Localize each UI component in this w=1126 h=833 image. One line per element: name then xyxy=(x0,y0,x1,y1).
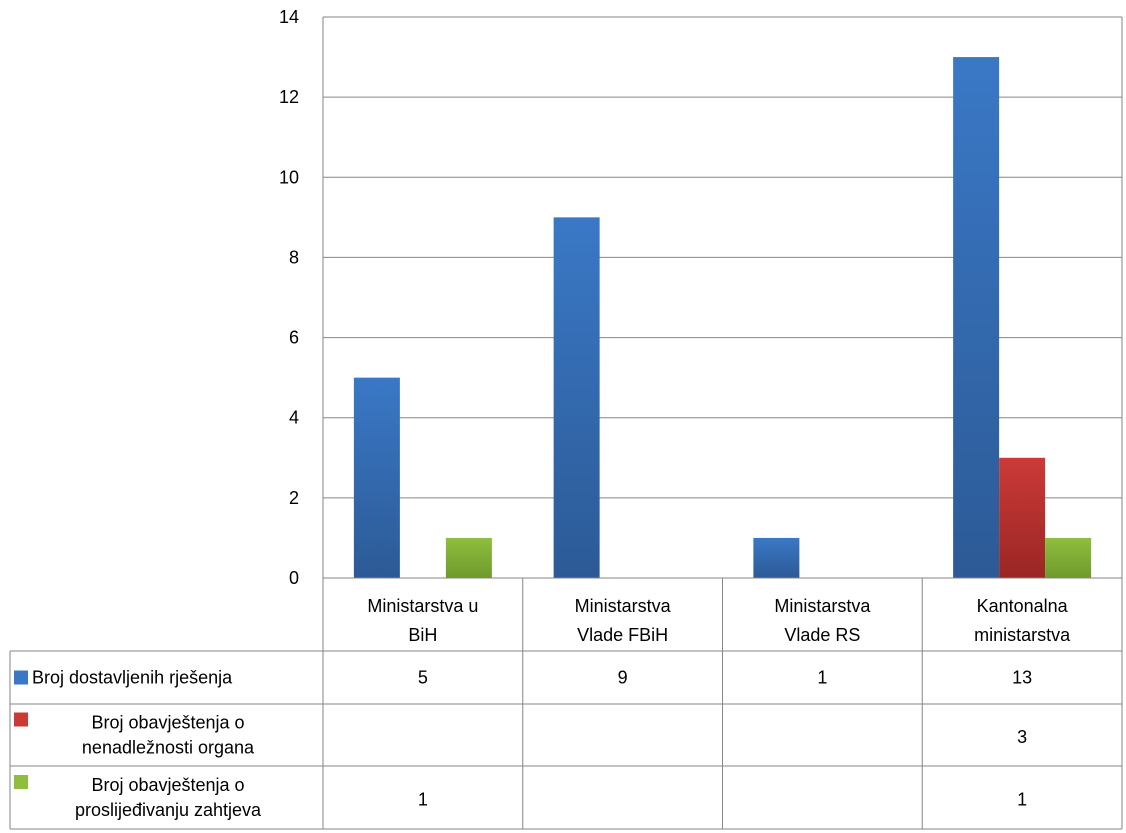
y-tick-label: 14 xyxy=(279,7,299,27)
bar-series-3-cat-1 xyxy=(445,537,492,578)
bar-series-1-cat-3 xyxy=(753,537,800,578)
category-label: ministarstva xyxy=(974,625,1071,645)
table-cell-value: 3 xyxy=(1017,727,1027,747)
bar-series-1-cat-2 xyxy=(553,217,600,578)
legend-label: proslijeđivanju zahtjeva xyxy=(75,800,262,820)
legend-label: Broj dostavljenih rješenja xyxy=(32,668,233,688)
legend-label: Broj obavještenja o xyxy=(91,775,244,795)
y-tick-label: 6 xyxy=(289,328,299,348)
category-label: Kantonalna xyxy=(977,596,1069,616)
legend-swatch xyxy=(14,670,28,685)
y-tick-label: 8 xyxy=(289,247,299,267)
category-label: Vlade RS xyxy=(784,625,860,645)
bar-series-3-cat-4 xyxy=(1045,537,1092,578)
table-cell-value: 1 xyxy=(418,790,428,810)
bar-series-2-cat-4 xyxy=(999,457,1046,578)
category-label: Ministarstva u xyxy=(367,596,478,616)
category-label: BiH xyxy=(408,625,437,645)
category-label: Vlade FBiH xyxy=(577,625,668,645)
table-cell-value: 13 xyxy=(1012,668,1032,688)
y-tick-label: 12 xyxy=(279,87,299,107)
gridlines xyxy=(323,16,1122,579)
y-tick-label: 4 xyxy=(289,408,299,428)
table-cell-value: 9 xyxy=(618,668,628,688)
table-cell-value: 1 xyxy=(817,668,827,688)
legend-swatch xyxy=(14,775,28,789)
y-tick-label: 2 xyxy=(289,488,299,508)
legend-label: Broj obavještenja o xyxy=(91,713,244,733)
category-label: Ministarstva xyxy=(774,596,871,616)
y-tick-label: 0 xyxy=(289,568,299,588)
y-tick-label: 10 xyxy=(279,167,299,187)
bar-series-1-cat-4 xyxy=(953,57,1000,579)
table-cell-value: 5 xyxy=(418,668,428,688)
table-cell-value: 1 xyxy=(1017,790,1027,810)
data-table: Ministarstva u BiH Ministarstva Vlade FBiH M… xyxy=(9,577,1123,830)
bars xyxy=(353,57,1092,579)
legend-swatch xyxy=(14,712,28,727)
bar-series-1-cat-1 xyxy=(353,377,400,578)
legend-label: nenadležnosti organa xyxy=(82,738,255,758)
category-label: Ministarstva xyxy=(575,596,672,616)
